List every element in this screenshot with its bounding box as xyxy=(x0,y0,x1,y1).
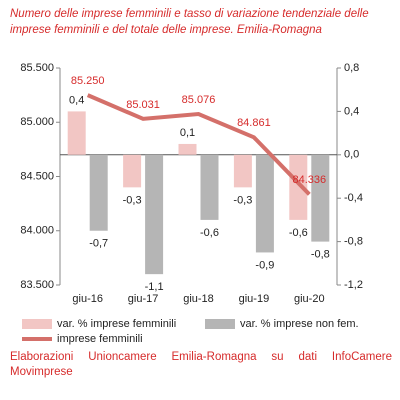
line-value-label: 84.336 xyxy=(292,174,326,186)
line-value-label: 85.250 xyxy=(71,75,105,87)
legend-label: var. % imprese non fem. xyxy=(240,318,359,330)
bar-value-label: 0,4 xyxy=(69,94,84,106)
bar-value-label: -0,3 xyxy=(233,194,252,206)
bar-value-label: -0,6 xyxy=(200,227,219,239)
y-tick-label: 85.500 xyxy=(20,62,54,74)
bar xyxy=(123,154,142,188)
bar-value-label: -1,1 xyxy=(145,281,164,293)
bar xyxy=(200,154,219,220)
line-value-label: 84.861 xyxy=(237,117,271,129)
bar xyxy=(178,143,197,155)
bar-value-label: -0,3 xyxy=(123,194,142,206)
y2-tick-label: -1,2 xyxy=(344,279,363,291)
bar-value-label: -0,7 xyxy=(89,238,108,250)
bar xyxy=(67,111,86,155)
bar xyxy=(89,154,108,231)
bar xyxy=(255,154,274,253)
y-tick-label: 85.000 xyxy=(20,116,54,128)
x-tick-label: giu-19 xyxy=(239,293,270,305)
y2-tick-label: -0,4 xyxy=(344,192,363,204)
bar xyxy=(311,154,330,242)
legend-label: var. % imprese femminili xyxy=(57,318,176,330)
y2-tick-label: -0,8 xyxy=(344,236,363,248)
bar-value-label: -0,6 xyxy=(289,227,308,239)
bar xyxy=(233,154,252,188)
line xyxy=(86,93,311,196)
y2-tick-label: 0,4 xyxy=(344,105,359,117)
y-tick-label: 84.000 xyxy=(20,225,54,237)
bar-value-label: -0,8 xyxy=(311,249,330,261)
x-tick-label: giu-16 xyxy=(72,293,103,305)
chart-title: Numero delle imprese femminili e tasso d… xyxy=(10,8,369,36)
legend-swatch xyxy=(205,319,235,329)
y2-tick-label: 0,8 xyxy=(344,62,359,74)
y-tick-label: 83.500 xyxy=(20,279,54,291)
y2-tick-label: 0,0 xyxy=(344,149,359,161)
line-value-label: 85.031 xyxy=(126,99,160,111)
legend-label: imprese femminili xyxy=(57,333,143,345)
chart: 83.500 84.000 84.500 85.000 85.500 0,8 0,4 0,0 -… xyxy=(20,62,363,345)
footer: Elaborazioni Unioncamere Emilia-Romagna … xyxy=(10,351,392,378)
x-tick-label: giu-17 xyxy=(128,293,159,305)
bar-value-label: 0,1 xyxy=(180,127,195,139)
legend-swatch xyxy=(22,319,52,329)
y-tick-label: 84.500 xyxy=(20,170,54,182)
bar-value-label: -0,9 xyxy=(255,259,274,271)
bar xyxy=(289,154,308,220)
bar xyxy=(145,154,164,275)
line-value-label: 85.076 xyxy=(182,94,216,106)
x-tick-label: giu-18 xyxy=(183,293,214,305)
x-tick-label: giu-20 xyxy=(294,293,325,305)
